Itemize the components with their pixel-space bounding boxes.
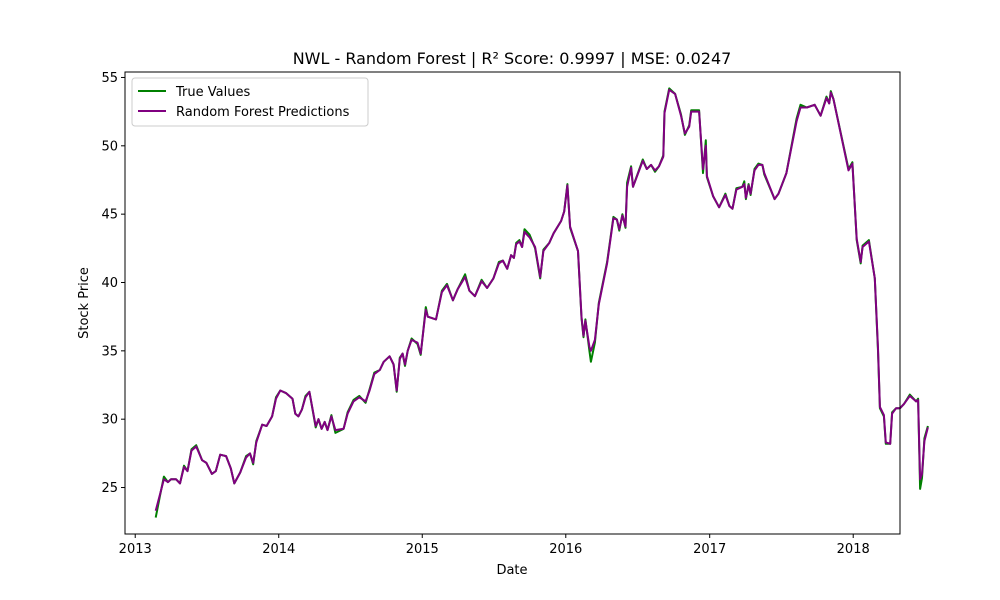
y-tick-label: 45 [101, 208, 118, 223]
y-tick-label: 50 [101, 139, 118, 154]
x-tick-label: 2014 [262, 542, 295, 557]
y-tick-label: 25 [101, 481, 118, 496]
y-tick-label: 40 [101, 276, 118, 291]
x-tick-label: 2015 [406, 542, 439, 557]
y-tick-label: 35 [101, 344, 118, 359]
x-axis: 2013 2014 2015 2016 2017 2018 [119, 534, 870, 557]
x-axis-label: Date [496, 563, 527, 578]
plot-frame [124, 71, 901, 535]
legend-label-predictions: Random Forest Predictions [176, 105, 350, 120]
y-tick-label: 30 [101, 413, 118, 428]
legend-box [131, 77, 369, 127]
y-axis: 25 30 35 40 45 50 55 [101, 71, 125, 496]
y-tick-label: 55 [101, 71, 118, 86]
x-tick-label: 2018 [837, 542, 870, 557]
chart-title: NWL - Random Forest | R² Score: 0.9997 |… [293, 49, 732, 68]
x-tick-label: 2017 [693, 542, 726, 557]
series-layer [154, 87, 929, 518]
x-tick-label: 2013 [119, 542, 152, 557]
x-tick-label: 2016 [549, 542, 582, 557]
y-axis-label: Stock Price [77, 267, 92, 339]
legend-label-true-values: True Values [175, 85, 250, 100]
legend: True Values Random Forest Predictions [131, 77, 369, 127]
series-line-predictions [154, 88, 929, 512]
